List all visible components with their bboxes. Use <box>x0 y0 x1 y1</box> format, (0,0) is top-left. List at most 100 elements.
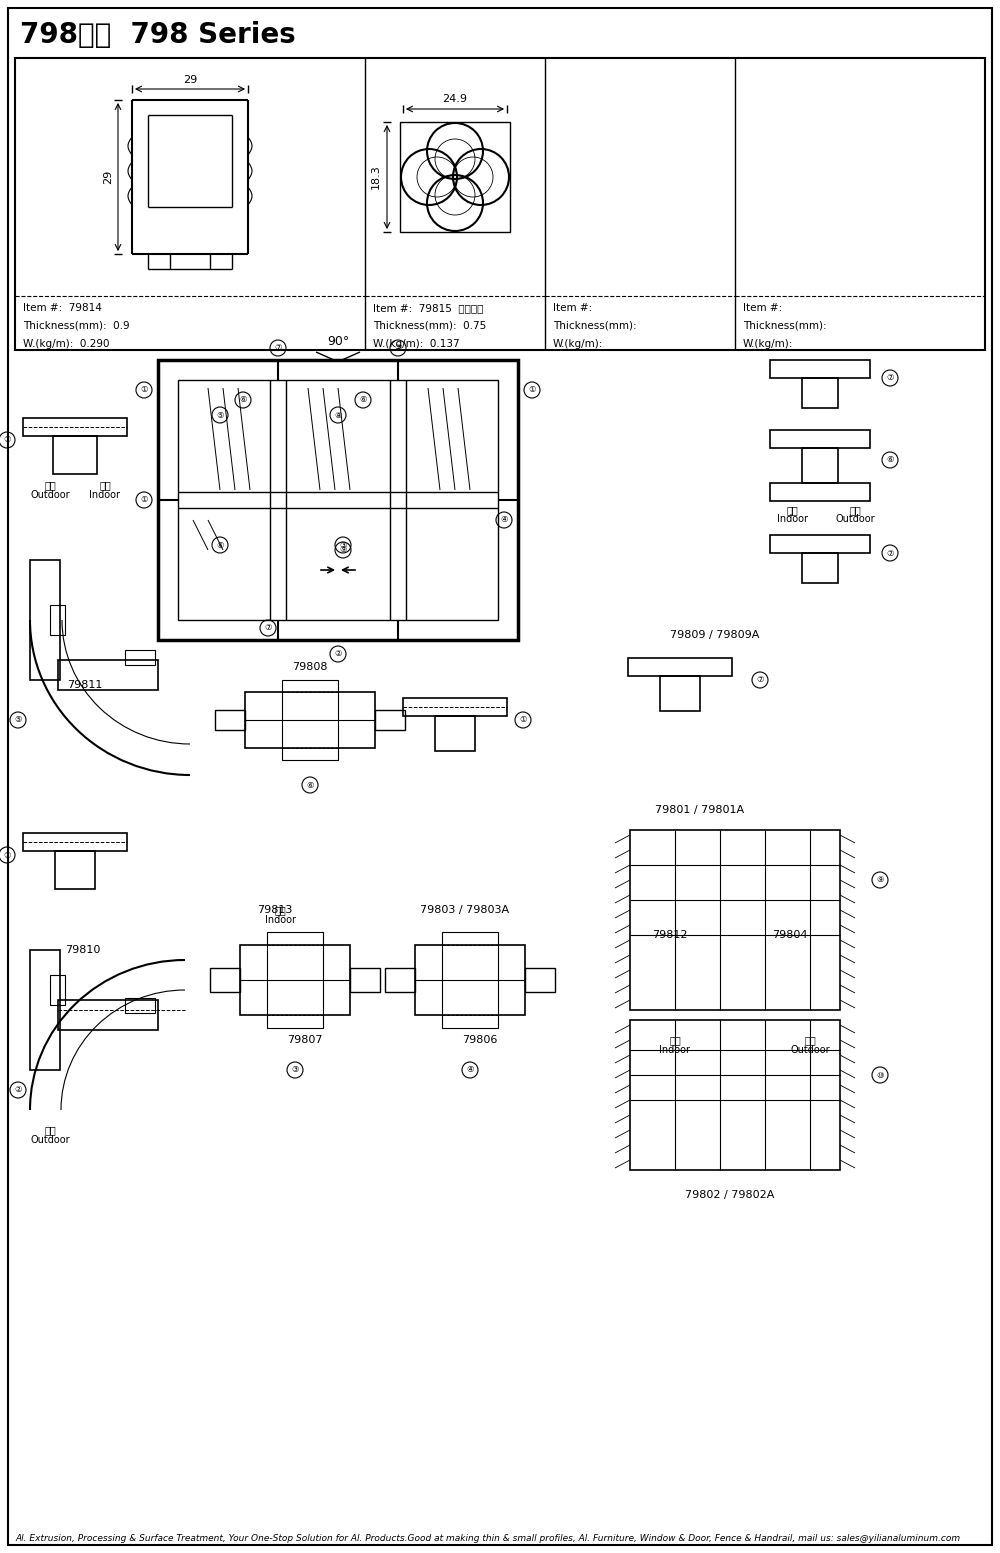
Bar <box>628 658 732 676</box>
Bar <box>58 1000 158 1030</box>
Bar <box>158 360 518 640</box>
Bar <box>630 1020 840 1169</box>
Bar <box>178 380 498 620</box>
Text: ⑤: ⑤ <box>14 716 22 725</box>
Bar <box>282 680 338 759</box>
Text: Al. Extrusion, Processing & Surface Treatment, Your One-Stop Solution for Al. Pr: Al. Extrusion, Processing & Surface Trea… <box>15 1534 960 1544</box>
Text: 室内: 室内 <box>669 1034 681 1045</box>
Text: 90°: 90° <box>327 335 349 348</box>
Text: ⑨: ⑨ <box>876 876 884 885</box>
Text: ①: ① <box>140 385 148 394</box>
Text: Indoor: Indoor <box>90 491 120 500</box>
Bar <box>630 829 840 1009</box>
Bar <box>350 968 380 992</box>
Bar <box>15 57 985 349</box>
Text: ③: ③ <box>339 540 347 550</box>
Text: 室外: 室外 <box>849 505 861 516</box>
Bar <box>215 710 245 730</box>
Text: ⑩: ⑩ <box>876 1070 884 1079</box>
Text: 24.9: 24.9 <box>442 95 468 104</box>
Text: 79811: 79811 <box>67 680 103 690</box>
Text: ⑧: ⑧ <box>334 410 342 419</box>
Text: W.(kg/m):  0.290: W.(kg/m): 0.290 <box>23 339 110 349</box>
Text: ④: ④ <box>466 1065 474 1075</box>
Text: ⑥: ⑥ <box>886 455 894 464</box>
Text: Thickness(mm):  0.9: Thickness(mm): 0.9 <box>23 321 130 331</box>
Text: 室内: 室内 <box>274 905 286 915</box>
Bar <box>435 716 475 752</box>
Text: 室内: 室内 <box>99 480 111 491</box>
Bar <box>802 447 838 483</box>
Bar <box>240 944 350 1016</box>
Text: ⑦: ⑦ <box>756 676 764 685</box>
Text: ①: ① <box>3 435 11 444</box>
Text: Indoor: Indoor <box>264 915 296 926</box>
Text: 室外: 室外 <box>44 480 56 491</box>
Bar <box>50 606 65 635</box>
Text: Thickness(mm):  0.75: Thickness(mm): 0.75 <box>373 321 486 331</box>
Text: 79802 / 79802A: 79802 / 79802A <box>685 1190 775 1200</box>
Text: Outdoor: Outdoor <box>790 1045 830 1054</box>
Bar <box>55 851 95 888</box>
Text: 18.3: 18.3 <box>371 165 381 189</box>
Text: 室外: 室外 <box>804 1034 816 1045</box>
Bar <box>375 710 405 730</box>
Text: ①: ① <box>519 716 527 725</box>
Text: ⑥: ⑥ <box>239 396 247 404</box>
Bar <box>770 534 870 553</box>
Text: ⑦: ⑦ <box>886 374 894 382</box>
Bar <box>770 430 870 447</box>
Text: 798系列  798 Series: 798系列 798 Series <box>20 22 296 50</box>
Text: Item #:: Item #: <box>743 303 782 314</box>
Text: ⑤: ⑤ <box>216 410 224 419</box>
Text: ⑦: ⑦ <box>264 623 272 632</box>
Text: ⑦: ⑦ <box>886 548 894 558</box>
Text: 79812: 79812 <box>652 930 688 940</box>
Text: Outdoor: Outdoor <box>30 491 70 500</box>
Bar <box>770 483 870 502</box>
Text: Indoor: Indoor <box>776 514 808 523</box>
Text: Thickness(mm):: Thickness(mm): <box>743 321 827 331</box>
Text: W.(kg/m):  0.137: W.(kg/m): 0.137 <box>373 339 460 349</box>
Text: 室外: 室外 <box>44 1124 56 1135</box>
Bar <box>245 693 375 749</box>
Bar <box>125 651 155 665</box>
Text: Item #:  79815  隔条腐花: Item #: 79815 隔条腐花 <box>373 303 483 314</box>
Bar <box>770 360 870 377</box>
Bar <box>802 553 838 582</box>
Text: W.(kg/m):: W.(kg/m): <box>743 339 793 349</box>
Text: 79813: 79813 <box>257 905 293 915</box>
Bar <box>23 832 127 851</box>
Bar <box>442 932 498 1028</box>
Text: 79803 / 79803A: 79803 / 79803A <box>420 905 509 915</box>
Text: ⑥: ⑥ <box>306 781 314 789</box>
Text: ①: ① <box>3 851 11 859</box>
Text: ⑦: ⑦ <box>274 343 282 353</box>
Bar <box>210 968 240 992</box>
Text: ⑥: ⑥ <box>359 396 367 404</box>
Bar <box>267 932 323 1028</box>
Text: Outdoor: Outdoor <box>835 514 875 523</box>
Text: 79808: 79808 <box>292 662 328 672</box>
Text: 79801 / 79801A: 79801 / 79801A <box>655 804 744 815</box>
Text: 29: 29 <box>183 75 197 85</box>
Text: 79809 / 79809A: 79809 / 79809A <box>670 631 759 640</box>
Bar <box>802 377 838 408</box>
Text: 29: 29 <box>103 169 113 185</box>
Text: ②: ② <box>334 649 342 658</box>
Text: ②: ② <box>14 1086 22 1095</box>
Text: ①: ① <box>140 495 148 505</box>
Text: 79804: 79804 <box>772 930 808 940</box>
Text: ⑦: ⑦ <box>394 343 402 353</box>
Text: 79810: 79810 <box>65 944 100 955</box>
Bar <box>385 968 415 992</box>
Text: Indoor: Indoor <box>660 1045 690 1054</box>
Bar <box>58 660 158 690</box>
Text: 室内: 室内 <box>786 505 798 516</box>
Text: Outdoor: Outdoor <box>30 1135 70 1145</box>
Text: 79807: 79807 <box>287 1034 323 1045</box>
Bar <box>403 697 507 716</box>
Text: Thickness(mm):: Thickness(mm): <box>553 321 637 331</box>
Text: W.(kg/m):: W.(kg/m): <box>553 339 603 349</box>
Text: ④: ④ <box>500 516 508 525</box>
